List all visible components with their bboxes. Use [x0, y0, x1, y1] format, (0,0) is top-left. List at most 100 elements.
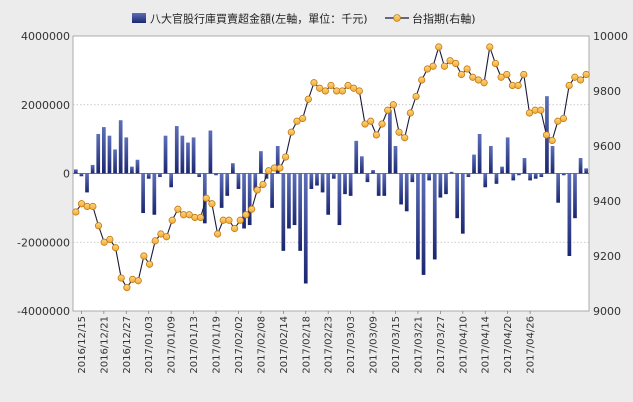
- index-point: [440, 62, 449, 70]
- bar: [455, 173, 460, 219]
- bar: [135, 159, 140, 174]
- y-right-tick-label: 9800: [593, 85, 621, 98]
- bar: [124, 137, 129, 174]
- y-right-tick-label: 10000: [593, 30, 628, 43]
- index-point: [145, 260, 154, 268]
- bar: [90, 164, 95, 174]
- index-point: [457, 70, 466, 79]
- index-point: [287, 128, 295, 136]
- bar: [522, 158, 527, 174]
- bar: [163, 135, 168, 174]
- bar: [73, 169, 78, 174]
- index-point: [248, 205, 256, 213]
- legend: 八大官股行庫買賣超金額(左軸，單位：千元) 台指期(右軸): [132, 12, 476, 26]
- bar: [326, 173, 331, 215]
- bar: [371, 170, 375, 174]
- bar: [225, 173, 230, 196]
- legend-line-label: 台指期(右軸): [412, 12, 476, 26]
- bar: [444, 173, 448, 195]
- index-point: [140, 252, 148, 260]
- index-point: [157, 230, 165, 238]
- index-point: [225, 216, 233, 224]
- x-tick-label: 2017/01/13: [189, 316, 200, 374]
- bar: [309, 173, 314, 189]
- y-right-tick-label: 9600: [593, 140, 621, 153]
- bar: [550, 146, 555, 174]
- bar: [584, 168, 589, 174]
- bar: [287, 173, 291, 229]
- index-point: [151, 237, 159, 245]
- index-point: [111, 244, 120, 252]
- index-point: [242, 211, 250, 219]
- index-point: [344, 81, 352, 90]
- bar: [517, 173, 521, 176]
- x-tick-label: 2017/04/26: [526, 316, 537, 374]
- index-point: [497, 73, 505, 81]
- index-point: [185, 211, 193, 219]
- index-point: [117, 274, 125, 282]
- bar: [242, 173, 246, 229]
- bar: [247, 173, 252, 226]
- y-left-tick-label: -4000000: [17, 305, 70, 318]
- index-point: [196, 213, 205, 222]
- index-point: [162, 233, 171, 241]
- index-point: [77, 200, 86, 208]
- index-point: [463, 65, 471, 73]
- bar: [174, 126, 179, 174]
- x-tick-label: 2017/02/23: [324, 316, 335, 374]
- bar: [376, 173, 381, 196]
- bar: [118, 120, 123, 174]
- bar: [331, 173, 336, 179]
- x-tick-label: 2017/01/19: [212, 316, 223, 374]
- bar: [427, 173, 431, 181]
- bar: [191, 137, 196, 174]
- x-tick-label: 2017/02/18: [301, 316, 312, 374]
- bar: [146, 173, 151, 179]
- index-point: [213, 230, 222, 238]
- index-point: [106, 235, 114, 244]
- bar: [539, 173, 544, 177]
- bar: [477, 133, 482, 174]
- index-point: [236, 216, 244, 224]
- bar: [365, 173, 370, 183]
- index-point: [72, 208, 80, 216]
- axes: 4000000 2000000 0 -2000000 -4000000 10000 9800…: [17, 30, 628, 374]
- index-point: [282, 153, 290, 161]
- index-point: [542, 131, 551, 139]
- bar: [259, 151, 263, 174]
- index-point: [89, 202, 97, 211]
- bar: [432, 173, 437, 260]
- bar: [578, 158, 583, 174]
- bar: [186, 142, 190, 174]
- index-point: [276, 164, 284, 172]
- index-point: [554, 117, 562, 125]
- index-point: [231, 224, 239, 233]
- bar: [281, 173, 286, 251]
- bar: [404, 173, 409, 212]
- bar: [275, 146, 280, 174]
- index-point: [293, 117, 301, 125]
- index-point: [299, 114, 307, 123]
- index-point: [321, 87, 329, 95]
- bar: [533, 173, 538, 179]
- index-point: [435, 43, 443, 51]
- bar: [505, 137, 510, 174]
- y-left-tick-label: 4000000: [21, 30, 70, 43]
- index-point: [259, 180, 267, 189]
- index-point: [378, 120, 386, 128]
- y-right-tick-label: 9400: [593, 195, 621, 208]
- bar: [231, 163, 235, 174]
- bar: [438, 173, 443, 198]
- index-point: [361, 120, 369, 128]
- bar: [561, 173, 566, 176]
- index-point: [520, 70, 528, 79]
- bar: [158, 173, 162, 177]
- x-tick-label: 2016/12/21: [99, 316, 110, 374]
- index-point: [367, 117, 375, 125]
- index-point: [571, 73, 579, 81]
- index-point: [565, 81, 573, 90]
- y-left-tick-label: 2000000: [21, 99, 70, 112]
- index-point: [395, 128, 403, 136]
- index-point: [406, 109, 414, 117]
- index-point: [389, 101, 397, 109]
